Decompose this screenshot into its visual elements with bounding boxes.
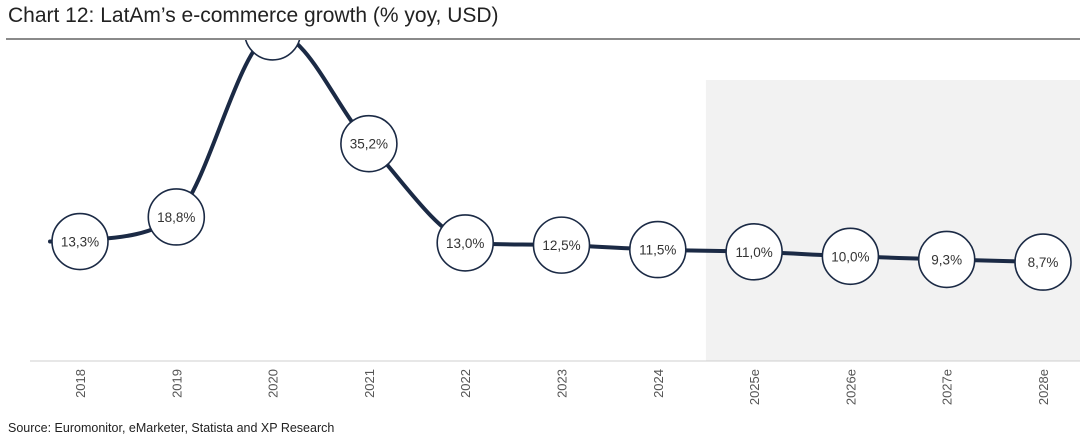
data-markers: 13,3% 18,8% 60,2% 35,2% 13,0% 12,5% 11,5% 11,0%… (51, 40, 1072, 291)
data-label: 18,8% (157, 210, 195, 225)
data-label: 35,2% (350, 137, 388, 152)
data-point: 35,2% (340, 114, 398, 173)
data-marker (1014, 233, 1072, 291)
data-marker (532, 216, 591, 274)
x-tick-label: 2025e (747, 369, 762, 405)
chart-title: Chart 12: LatAm’s e-commerce growth (% y… (8, 4, 499, 27)
line-chart: 13,3% 18,8% 60,2% 35,2% 13,0% 12,5% 11,5% 11,0%… (30, 40, 1080, 405)
data-label: 12,5% (542, 238, 580, 253)
x-tick-label: 2028e (1036, 369, 1051, 405)
x-tick-label: 2019 (169, 369, 184, 398)
data-point: 11,0% (725, 223, 783, 281)
x-tick-label: 2022 (458, 369, 473, 398)
forecast-shade (705, 80, 1080, 361)
x-tick-label: 2027e (940, 369, 955, 405)
data-marker (147, 188, 206, 246)
data-marker (821, 227, 880, 286)
title-divider (6, 38, 1080, 40)
data-point: 12,5% (532, 216, 591, 274)
data-label: 9,3% (931, 252, 962, 267)
data-marker (51, 212, 109, 271)
x-tick-label: 2026e (843, 369, 858, 405)
data-label: 11,5% (639, 243, 676, 258)
x-tick-label: 2018 (73, 369, 88, 398)
data-marker (725, 223, 783, 281)
data-point: 8,7% (1014, 233, 1072, 291)
x-tick-label: 2024 (651, 369, 666, 398)
data-point: 9,3% (917, 230, 976, 289)
data-marker (340, 114, 398, 173)
data-point: 10,0% (821, 227, 880, 286)
x-tick-labels: 2018 2019 2020 2021 2022 2023 2024 2025e 2026e 20… (73, 369, 1051, 405)
data-point: 13,3% (51, 212, 109, 271)
data-point: 13,0% (436, 214, 495, 272)
data-label: 8,7% (1028, 255, 1059, 270)
data-label: 13,3% (61, 235, 99, 250)
data-marker (436, 214, 495, 272)
x-tick-label: 2020 (266, 369, 281, 398)
data-label: 13,0% (446, 236, 484, 251)
x-tick-label: 2021 (362, 369, 377, 398)
data-label: 10,0% (831, 249, 869, 264)
data-point: 11,5% (628, 220, 687, 279)
data-label: 11,0% (735, 245, 772, 260)
chart-area: 13,3% 18,8% 60,2% 35,2% 13,0% 12,5% 11,5% 11,0%… (0, 40, 1080, 420)
data-marker (244, 40, 301, 61)
data-marker (628, 220, 687, 279)
data-point: 60,2% (244, 40, 301, 61)
x-tick-label: 2023 (555, 369, 570, 398)
data-marker (917, 230, 976, 289)
source-note: Source: Euromonitor, eMarketer, Statista… (8, 421, 335, 435)
data-point: 18,8% (147, 188, 206, 246)
